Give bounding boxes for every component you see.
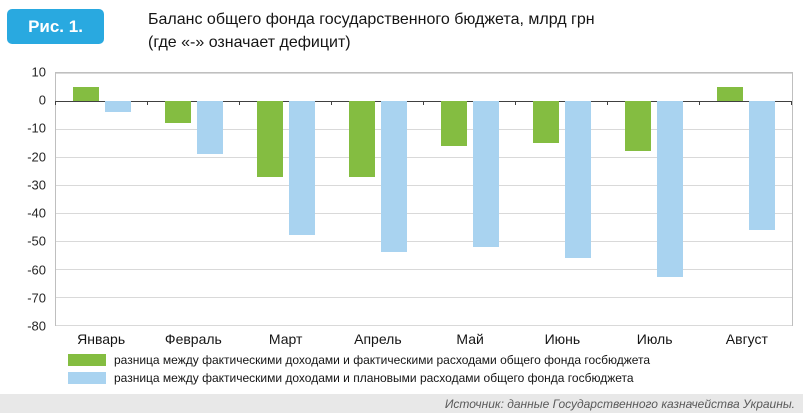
x-tick-label: Август	[725, 331, 768, 347]
y-tick-label: -80	[27, 318, 46, 334]
legend-label: разница между фактическими доходами и пл…	[114, 371, 634, 385]
x-tick-label: Январь	[77, 331, 126, 347]
source-note: Источник: данные Государственного казнач…	[444, 396, 795, 411]
gridline	[56, 73, 792, 74]
bar-actual-8	[717, 87, 744, 101]
gridline	[56, 185, 792, 186]
bar-actual-7	[625, 101, 652, 152]
x-tick-label: Апрель	[354, 331, 402, 347]
legend-swatch	[68, 372, 106, 384]
y-tick-label: -10	[27, 120, 46, 136]
gridline	[56, 213, 792, 214]
bar-actual-2	[165, 101, 192, 124]
category-axis-tick	[55, 101, 56, 105]
y-tick-label: 10	[31, 64, 46, 80]
bar-planned-5	[472, 101, 499, 247]
bar-actual-6	[533, 101, 560, 143]
bar-planned-1	[104, 101, 131, 113]
y-tick-label: -20	[27, 149, 46, 165]
category-axis-tick	[699, 101, 700, 105]
chart-title: Баланс общего фонда государственного бюд…	[148, 8, 595, 54]
chart-title-line2: (где «-» означает дефицит)	[148, 34, 351, 52]
gridline	[56, 325, 792, 326]
gridline	[56, 297, 792, 298]
x-axis-labels: Январь Февраль Март Апрель Май Июнь Июль Август	[55, 331, 793, 351]
category-axis-tick	[515, 101, 516, 105]
category-axis-tick	[331, 101, 332, 105]
legend-item: разница между фактическими доходами и пл…	[68, 371, 650, 385]
category-axis-tick	[147, 101, 148, 105]
bar-planned-7	[656, 101, 683, 278]
bar-planned-4	[380, 101, 407, 253]
x-tick-label: Июль	[636, 331, 673, 347]
y-tick-label: -70	[27, 290, 46, 306]
figure-badge: Рис. 1.	[7, 9, 104, 44]
plot-area	[55, 72, 793, 326]
y-tick-label: -40	[27, 205, 46, 221]
chart-legend: разница между фактическими доходами и фа…	[68, 353, 650, 389]
zero-axis-line	[56, 101, 792, 102]
y-tick-label: -30	[27, 177, 46, 193]
gridline	[56, 129, 792, 130]
x-tick-label: Май	[456, 331, 484, 347]
bar-actual-4	[349, 101, 376, 177]
gridline	[56, 269, 792, 270]
bar-actual-3	[257, 101, 284, 177]
bar-actual-5	[441, 101, 468, 146]
x-tick-label: Февраль	[164, 331, 222, 347]
y-tick-label: -50	[27, 233, 46, 249]
legend-label: разница между фактическими доходами и фа…	[114, 353, 651, 367]
y-tick-label: 0	[38, 92, 46, 108]
gridline	[56, 157, 792, 158]
footer-bar: Источник: данные Государственного казнач…	[0, 394, 803, 413]
y-axis-labels: 10 0 -10 -20 -30 -40 -50 -60 -70 -80	[0, 65, 50, 334]
category-axis-tick	[607, 101, 608, 105]
bar-planned-2	[196, 101, 223, 155]
category-axis-tick	[239, 101, 240, 105]
chart-title-line1: Баланс общего фонда государственного бюд…	[148, 11, 595, 28]
bar-planned-6	[564, 101, 591, 258]
category-axis-tick	[791, 101, 792, 105]
category-axis-tick	[423, 101, 424, 105]
bar-actual-1	[73, 87, 100, 101]
y-tick-label: -60	[27, 262, 46, 278]
gridline	[56, 241, 792, 242]
legend-swatch	[68, 354, 106, 366]
bar-planned-3	[288, 101, 315, 236]
legend-item: разница между фактическими доходами и фа…	[68, 353, 650, 367]
x-tick-label: Март	[268, 331, 303, 347]
bar-planned-8	[748, 101, 775, 230]
x-tick-label: Июнь	[544, 331, 581, 347]
